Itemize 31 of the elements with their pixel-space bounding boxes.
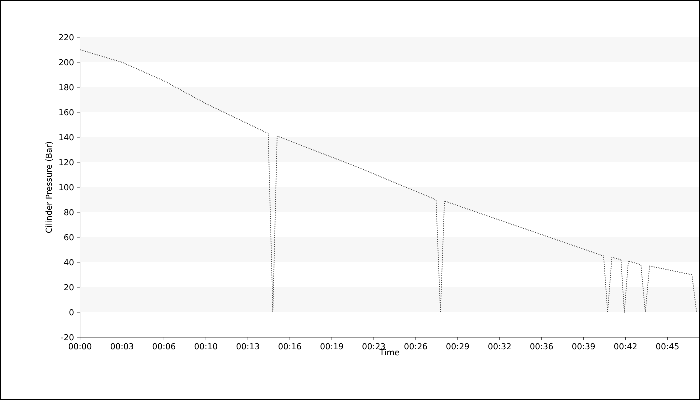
- y-tick-label: 40: [64, 259, 74, 266]
- y-tick-label: 100: [60, 184, 74, 191]
- x-tick-label: 00:00: [69, 343, 92, 350]
- x-tick-label: 00:26: [404, 343, 428, 350]
- x-tick-label: 00:19: [320, 343, 344, 350]
- x-tick-label: 00:29: [446, 343, 470, 350]
- y-tick-label: 220: [59, 34, 74, 41]
- y-tick-label: 160: [60, 109, 74, 116]
- x-tick-label: 00:13: [236, 343, 260, 350]
- y-tick-label: 180: [60, 84, 74, 91]
- x-axis-title: Time: [380, 349, 400, 356]
- x-tick-label: 00:42: [614, 343, 637, 350]
- y-tick-label: -20: [61, 334, 74, 341]
- line-series: [80, 50, 698, 313]
- x-tick-label: 00:06: [152, 343, 176, 350]
- x-tick-label: 00:10: [194, 343, 218, 350]
- y-tick-label: 140: [60, 134, 74, 141]
- y-tick-label: 60: [64, 234, 74, 241]
- y-tick-label: 20: [64, 284, 74, 291]
- y-tick-label: 120: [60, 159, 74, 166]
- y-tick-label: 80: [64, 209, 74, 216]
- x-tick-label: 00:39: [572, 343, 596, 350]
- x-tick-label: 00:45: [656, 343, 679, 350]
- x-tick-label: 00:16: [278, 343, 302, 350]
- y-axis-title: Cilinder Pressure (Bar): [46, 142, 54, 234]
- x-tick-label: 00:36: [530, 343, 554, 350]
- x-tick-label: 00:23: [362, 343, 386, 350]
- x-tick-label: 00:03: [110, 343, 134, 350]
- x-tick-label: 00:32: [488, 343, 511, 350]
- y-tick-label: 200: [59, 59, 74, 66]
- y-tick-label: 0: [70, 309, 74, 316]
